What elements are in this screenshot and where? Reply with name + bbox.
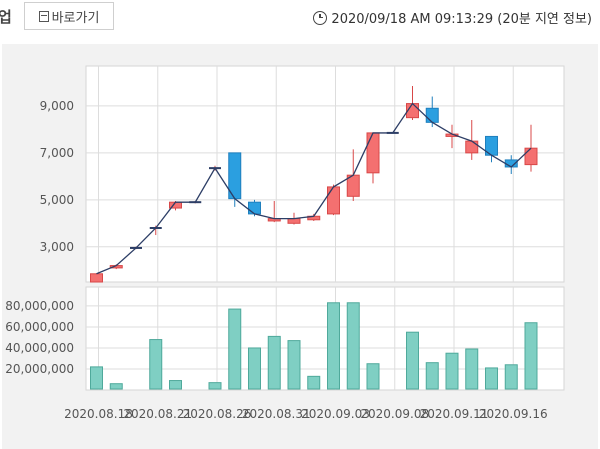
volume-tick-label: 20,000,000	[5, 362, 74, 376]
candle-body	[465, 140, 479, 154]
x-tick-label: 2020.09.08	[360, 407, 429, 421]
top-bar: 업 바로가기 2020/09/18 AM 09:13:29 (20분 지연 정보…	[0, 0, 600, 44]
price-panel	[85, 65, 565, 283]
close-price-line	[96, 102, 532, 275]
volume-bar	[287, 340, 301, 390]
timestamp: 2020/09/18 AM 09:13:29 (20분 지연 정보)	[313, 8, 592, 27]
price-tick-label: 9,000	[40, 99, 74, 113]
volume-bar	[208, 382, 222, 390]
volume-bar	[327, 302, 340, 390]
shortcut-button[interactable]: 바로가기	[24, 2, 114, 30]
candle-body	[366, 132, 380, 174]
volume-panel	[85, 286, 565, 391]
candle-body	[287, 218, 301, 224]
price-tick-label: 7,000	[40, 146, 74, 160]
volume-bar	[366, 363, 380, 390]
volume-bar	[524, 322, 538, 390]
volume-bar	[425, 362, 439, 390]
price-tick-label: 5,000	[40, 193, 74, 207]
volume-bar	[504, 364, 518, 390]
volume-tick-label: 80,000,000	[5, 299, 74, 313]
x-tick-label: 2020.08.18	[64, 407, 133, 421]
volume-bar	[485, 367, 498, 390]
candle-body	[425, 107, 439, 123]
volume-bar	[248, 347, 261, 390]
volume-bar	[228, 308, 242, 390]
shortcut-button-label: 바로가기	[51, 10, 100, 26]
volume-bar	[346, 302, 360, 390]
candle-body	[248, 201, 261, 215]
candle-body	[524, 147, 538, 166]
volume-bar	[169, 380, 182, 390]
x-tick-label: 2020.08.31	[242, 407, 311, 421]
candle-body	[327, 186, 340, 215]
volume-bar	[406, 331, 419, 390]
clock-icon	[313, 10, 328, 25]
volume-bar	[90, 366, 103, 390]
x-tick-label: 2020.09.11	[420, 407, 489, 421]
x-tick-label: 2020.08.26	[183, 407, 252, 421]
volume-bar	[307, 375, 321, 390]
price-tick-label: 3,000	[40, 240, 74, 254]
volume-bar	[109, 383, 123, 390]
volume-bar	[445, 352, 459, 390]
timestamp-text: 2020/09/18 AM 09:13:29 (20분 지연 정보)	[331, 12, 592, 27]
candle-body	[90, 273, 103, 283]
volume-bar	[465, 348, 479, 390]
volume-tick-label: 40,000,000	[5, 341, 74, 355]
x-tick-label: 2020.08.21	[123, 407, 192, 421]
x-tick-label: 2020.09.03	[301, 407, 370, 421]
volume-bar	[267, 335, 281, 390]
volume-bar	[149, 339, 163, 390]
shortcut-icon	[38, 10, 49, 22]
x-tick-label: 2020.09.16	[479, 407, 548, 421]
page-title: 업	[0, 8, 12, 26]
volume-tick-label: 60,000,000	[5, 320, 74, 334]
